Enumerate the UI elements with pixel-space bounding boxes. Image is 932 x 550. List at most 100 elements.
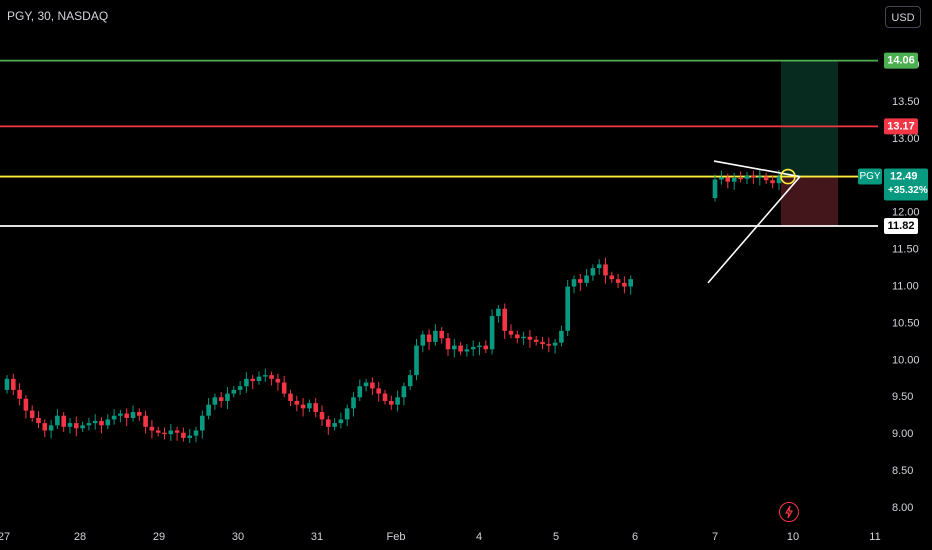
y-tick-label: 8.00 <box>892 502 913 514</box>
candle-body <box>546 344 552 346</box>
candle-body <box>281 382 287 394</box>
currency-button[interactable]: USD <box>885 6 921 28</box>
candle <box>609 271 615 283</box>
candle-body <box>206 404 211 416</box>
y-tick-label: 11.00 <box>892 280 919 292</box>
candle <box>540 336 545 350</box>
candle-body <box>565 286 570 331</box>
candle <box>370 377 375 396</box>
candle-body <box>763 176 769 181</box>
last-price-box <box>884 168 928 201</box>
candle-body <box>376 388 381 394</box>
candle-body <box>458 345 463 352</box>
trendline-lower[interactable] <box>707 176 801 284</box>
candle <box>571 275 577 294</box>
candle <box>294 395 300 412</box>
candle <box>622 276 627 294</box>
candle-body <box>433 330 438 342</box>
candle-body <box>118 413 123 416</box>
candle-body <box>162 432 167 435</box>
trendline-upper[interactable] <box>713 160 801 178</box>
candle <box>111 409 117 425</box>
candle <box>275 373 281 391</box>
y-tick-label: 13.00 <box>892 133 920 145</box>
candle-body <box>489 316 495 350</box>
candle-body <box>622 282 627 287</box>
candle <box>470 340 476 356</box>
candle-body <box>738 178 743 180</box>
candle-body <box>124 413 129 418</box>
candle <box>313 398 318 418</box>
candle-body <box>470 347 476 350</box>
candle-body <box>288 393 293 401</box>
candle-body <box>628 279 633 287</box>
candle <box>433 324 438 346</box>
candle <box>155 426 161 437</box>
x-tick-label: 29 <box>153 531 165 543</box>
candle <box>181 427 186 442</box>
y-tick-label: 13.50 <box>892 96 920 108</box>
candle <box>307 399 312 413</box>
candle <box>351 392 356 417</box>
candle-body <box>307 403 312 409</box>
candle-body <box>300 404 306 409</box>
candle <box>269 371 274 386</box>
candle <box>439 327 444 344</box>
candle <box>426 329 432 351</box>
price-label: 13.17 <box>887 120 915 132</box>
candle <box>338 412 344 429</box>
candle <box>565 279 570 337</box>
candle-body <box>174 430 180 433</box>
candle-body <box>420 334 426 346</box>
candle-body <box>344 408 350 420</box>
candle-body <box>776 176 782 184</box>
candle-body <box>757 176 763 178</box>
candle-body <box>212 397 218 405</box>
symbol-title[interactable]: PGY, 30, NASDAQ <box>7 9 109 23</box>
candle <box>407 369 413 390</box>
candle-body <box>719 177 724 180</box>
candle-body <box>275 378 281 383</box>
candle-body <box>231 389 237 394</box>
candle <box>99 417 104 434</box>
x-tick-label: 11 <box>869 531 880 543</box>
candle <box>42 419 48 438</box>
candle <box>464 344 470 357</box>
candle-body <box>36 417 41 424</box>
candle-body <box>338 419 344 424</box>
price-label-box <box>884 52 918 69</box>
candle-body <box>200 415 205 431</box>
candle-body <box>357 386 363 398</box>
candle-body <box>48 425 54 431</box>
candle-body <box>11 378 16 390</box>
lightning-bolt-icon[interactable] <box>779 502 799 522</box>
candle-body <box>382 393 388 401</box>
candle <box>477 341 482 356</box>
candle-body <box>533 339 539 342</box>
candle <box>212 393 218 410</box>
candle <box>725 173 731 189</box>
candle <box>738 171 743 183</box>
candle-body <box>712 179 718 198</box>
candle <box>344 404 350 427</box>
candle-body <box>313 403 318 413</box>
candle-body <box>29 410 35 418</box>
candle-body <box>99 420 104 426</box>
candle-body <box>508 330 514 335</box>
candle <box>200 410 205 439</box>
y-tick-label: 10.00 <box>892 354 920 366</box>
candle <box>357 379 363 401</box>
candle-body <box>61 415 66 427</box>
candle <box>420 330 426 353</box>
candle-body <box>496 308 501 317</box>
candle <box>86 417 92 431</box>
marker-circle[interactable] <box>780 168 796 185</box>
candle-body <box>521 336 526 339</box>
candle <box>250 375 255 390</box>
candle <box>92 414 98 430</box>
candle-body <box>218 397 224 401</box>
candle <box>319 405 325 427</box>
candle <box>615 273 621 289</box>
candle-body <box>744 175 750 179</box>
